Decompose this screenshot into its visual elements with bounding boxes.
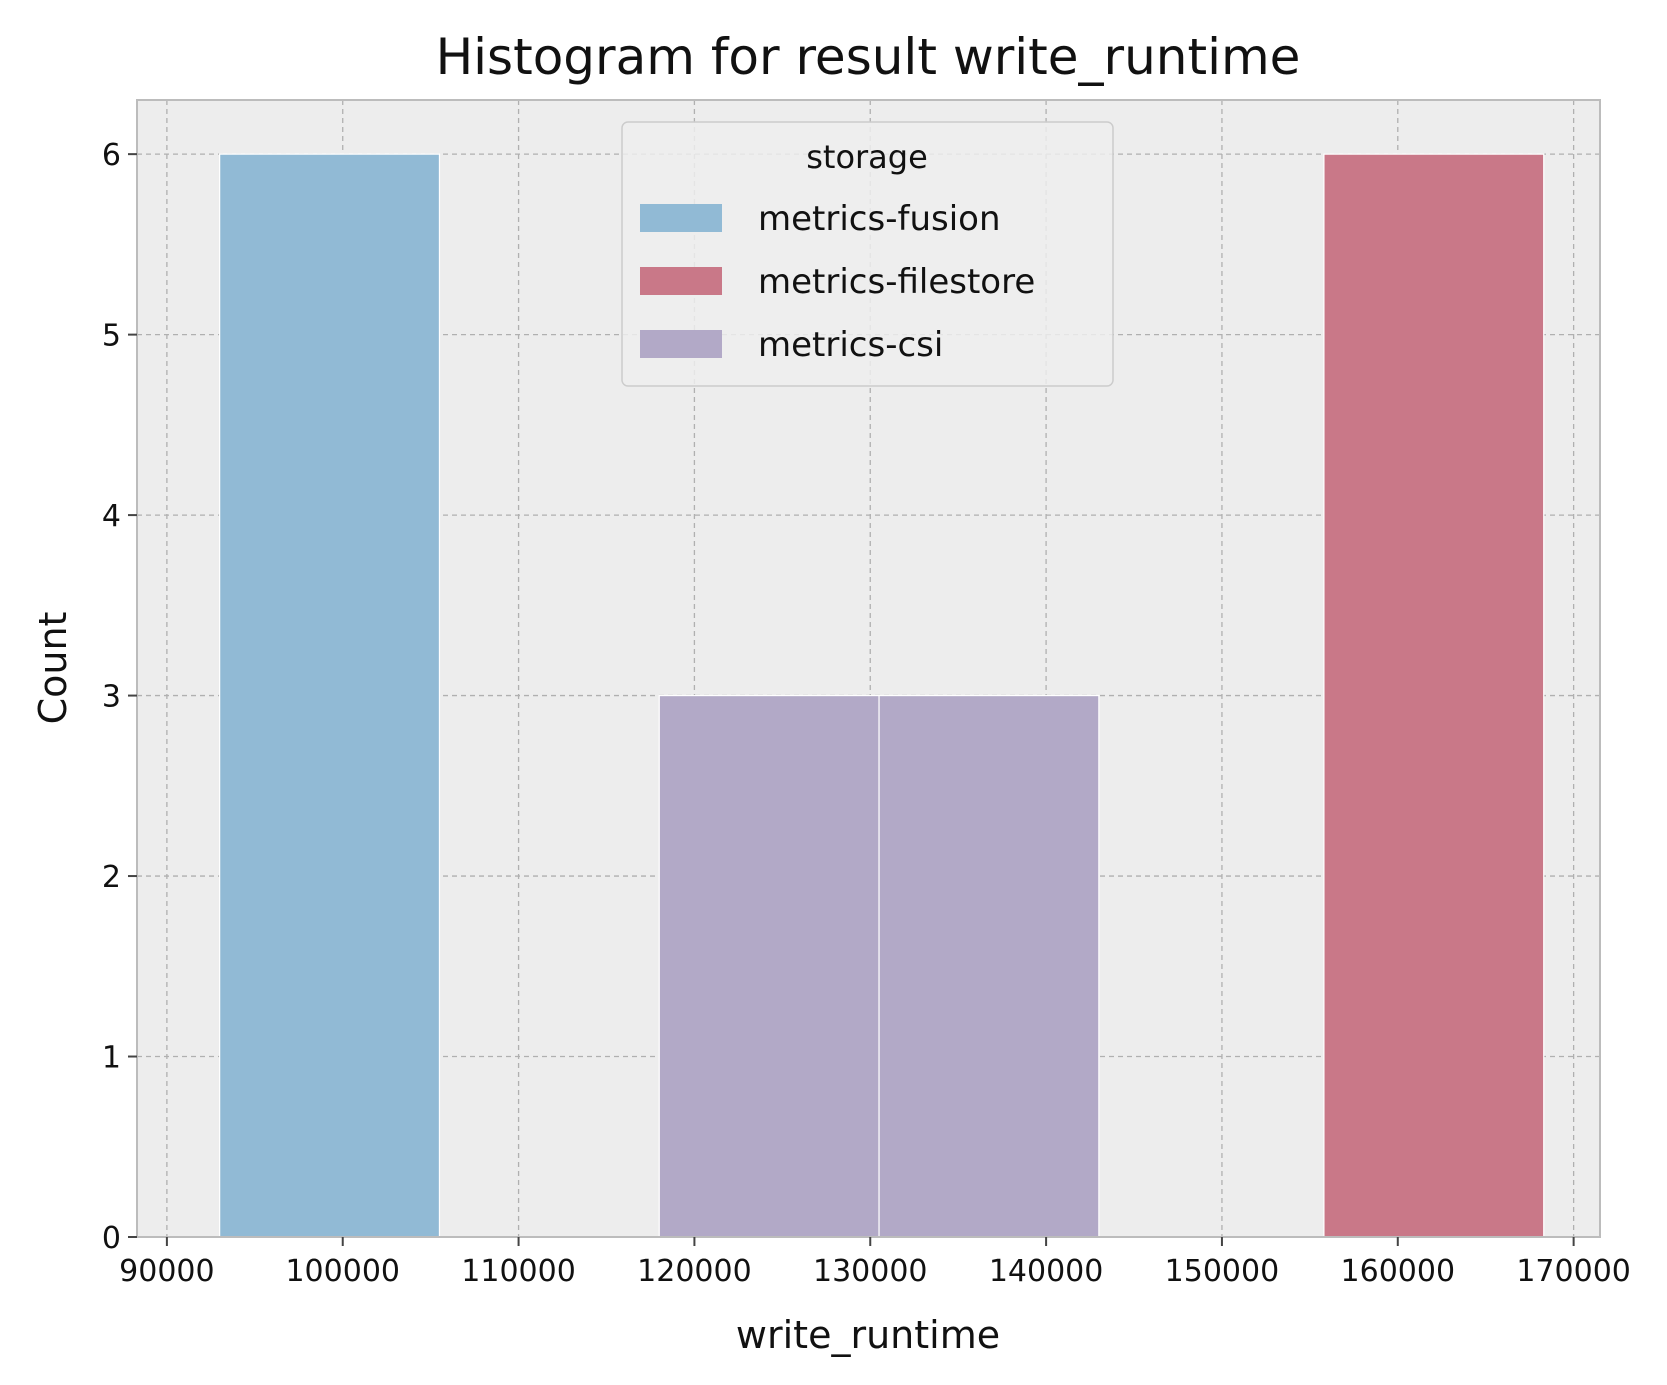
x-tick-label: 130000 (813, 1254, 928, 1289)
bars (219, 153, 1545, 1238)
legend-swatch (640, 330, 722, 358)
y-tick-label: 3 (102, 680, 121, 715)
histogram-bar (658, 694, 880, 1238)
histogram-bar (219, 153, 441, 1238)
plot-frame (136, 99, 1601, 1238)
chart-title: Histogram for result write_runtime (436, 28, 1301, 86)
legend: storage metrics-fusionmetrics-filestorem… (621, 121, 1114, 387)
x-tick-label: 170000 (1516, 1254, 1631, 1289)
legend-label: metrics-csi (758, 325, 943, 365)
legend-items: metrics-fusion metrics-filestore metrics-c… (640, 199, 1035, 365)
y-tick-label: 1 (102, 1041, 121, 1076)
y-tick-label: 2 (102, 860, 121, 895)
x-tick-label: 110000 (461, 1254, 576, 1289)
y-axis-ticks: 0 1 2 3 4 5 6 (102, 138, 137, 1256)
y-tick-label: 4 (102, 499, 121, 534)
legend-label: metrics-filestore (758, 262, 1035, 302)
y-tick-label: 5 (102, 319, 121, 354)
histogram-bar (1323, 153, 1545, 1238)
y-tick-label: 0 (102, 1221, 121, 1256)
legend-swatch (640, 204, 722, 232)
x-tick-label: 90000 (119, 1254, 214, 1289)
y-axis-label: Count (31, 612, 75, 725)
x-tick-label: 140000 (989, 1254, 1104, 1289)
x-axis-ticks: 90000 100000 110000 120000 130000 140000 15000… (119, 1237, 1631, 1289)
legend-swatch (640, 267, 722, 295)
x-tick-label: 100000 (285, 1254, 400, 1289)
x-tick-label: 150000 (1165, 1254, 1280, 1289)
x-tick-label: 160000 (1341, 1254, 1456, 1289)
legend-label: metrics-fusion (758, 199, 1001, 239)
x-tick-label: 120000 (637, 1254, 752, 1289)
x-axis-label: write_runtime (736, 1313, 1000, 1357)
histogram-bar (878, 694, 1100, 1238)
legend-title: storage (806, 138, 928, 176)
legend-box (621, 121, 1114, 387)
y-tick-label: 6 (102, 138, 121, 173)
